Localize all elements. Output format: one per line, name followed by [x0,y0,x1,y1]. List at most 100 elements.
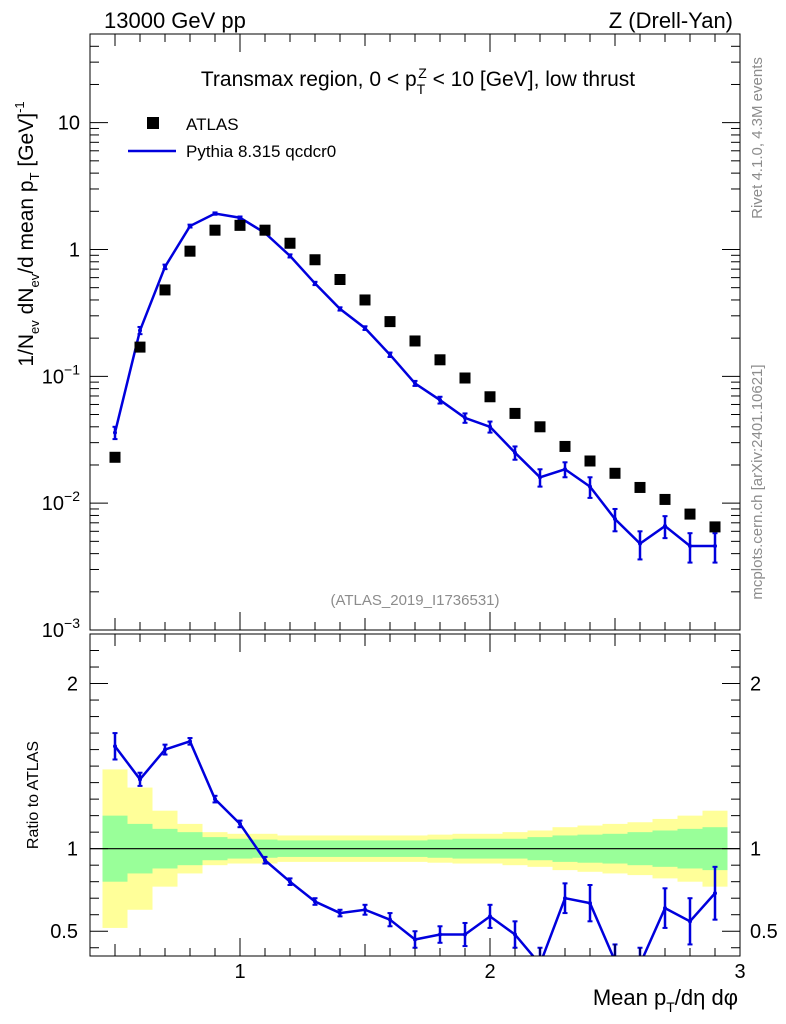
ratio-point [288,879,292,884]
legend-atlas-marker [147,117,159,129]
ratio-y-tick-label-left: 0.5 [50,921,78,943]
main-panel: 10−3 10−2 10−1 1 10 Transmax region, 0 < pTZ… [12,33,741,642]
header-left: 13000 GeV pp [104,8,246,33]
atlas-point [534,421,546,433]
ratio-point [263,858,267,863]
ratio-y-label: Ratio to ATLAS [25,741,42,849]
ratio-point [113,744,117,749]
ratio-point [388,917,392,922]
y-tick-label: 10−2 [42,488,80,515]
pythia-point [638,541,642,546]
atlas-point [234,219,246,231]
atlas-point [459,372,471,384]
legend-atlas-label: ATLAS [186,115,239,134]
ratio-point [338,911,342,916]
pythia-point [588,484,592,489]
ratio-y-tick-label-left: 1 [67,839,78,861]
mcplots-label: mcplots.cern.ch [arXiv:2401.10621] [749,364,766,599]
atlas-point [484,391,496,403]
ratio-point [413,937,417,942]
ratio-point [238,821,242,826]
atlas-point [609,467,621,479]
pythia-point [363,326,367,331]
atlas-point [434,354,446,366]
atlas-point [309,254,321,266]
pythia-point [688,543,692,548]
atlas-point [334,273,346,285]
atlas-point [359,294,371,306]
pythia-point [163,264,167,269]
pythia-point [438,398,442,403]
ratio-y-tick-label-right: 2 [750,674,761,696]
ratio-point [538,962,542,966]
pythia-point [463,415,467,420]
pythia-point [338,306,342,311]
ratio-point [513,932,517,937]
atlas-point [634,481,646,493]
y-tick-label: 10−1 [42,361,80,388]
atlas-point [584,455,596,467]
ratio-point [138,777,142,782]
ratio-y-tick-label-right: 0.5 [750,921,778,943]
pythia-point [238,215,242,220]
ratio-point [438,932,442,937]
ratio-point [488,914,492,919]
analysis-id: (ATLAS_2019_I1736531) [330,592,499,609]
pythia-point [188,224,192,229]
pythia-point [538,475,542,480]
atlas-point [209,224,221,236]
ratio-y-tick-label-right: 1 [750,839,761,861]
atlas-point [284,237,296,249]
x-tick-label: 1 [234,961,245,983]
plot-title: Transmax region, 0 < pTZ < 10 [GeV], low… [201,65,635,97]
ratio-point [688,919,692,924]
atlas-point [259,224,271,236]
ratio-point [663,906,667,911]
ratio-point [313,899,317,904]
atlas-point [509,407,521,419]
ratio-y-tick-label-left: 2 [67,674,78,696]
y-tick-label: 10−3 [42,615,80,642]
atlas-point [384,316,396,328]
pythia-point [713,543,717,548]
atlas-point [159,284,171,296]
y-tick-label: 10 [58,113,80,135]
ratio-panel: 1 2 30.5 0.51 12 2 Ratio to ATLAS [25,633,778,983]
y-axis-label: 1/Nev dNev/d mean pT [GeV]-1 [12,101,42,366]
atlas-point [109,451,121,463]
ratio-point [613,959,617,963]
ratio-point [363,907,367,912]
ratio-point [213,797,217,802]
ratio-point [638,962,642,966]
header-right: Z (Drell-Yan) [609,8,733,33]
ratio-clipped-group [112,732,718,966]
pythia-point [488,424,492,429]
ratio-point [713,891,717,896]
pythia-point [413,381,417,386]
x-tick-label: 3 [734,961,745,983]
pythia-point [663,524,667,529]
pythia-point [513,450,517,455]
atlas-point [184,245,196,257]
atlas-point [659,493,671,505]
ratio-point [463,932,467,937]
atlas-point [559,440,571,452]
ratio-point [563,896,567,901]
x-tick-label: 2 [484,961,495,983]
atlas-point [409,335,421,347]
pythia-point [388,352,392,357]
pythia-line [113,212,715,548]
rivet-label: Rivet 4.1.0, 4.3M events [749,57,766,219]
x-axis-label: Mean pT/dη dφ [593,985,738,1015]
atlas-point [134,341,146,353]
pythia-point [313,281,317,286]
pythia-point [113,430,117,435]
ratio-point [588,901,592,906]
ratio-point [188,739,192,744]
pythia-point [563,467,567,472]
ratio-point [163,747,167,752]
legend-pythia-label: Pythia 8.315 qcdcr0 [186,142,336,161]
pythia-point [288,253,292,258]
y-tick-label: 1 [69,239,80,261]
